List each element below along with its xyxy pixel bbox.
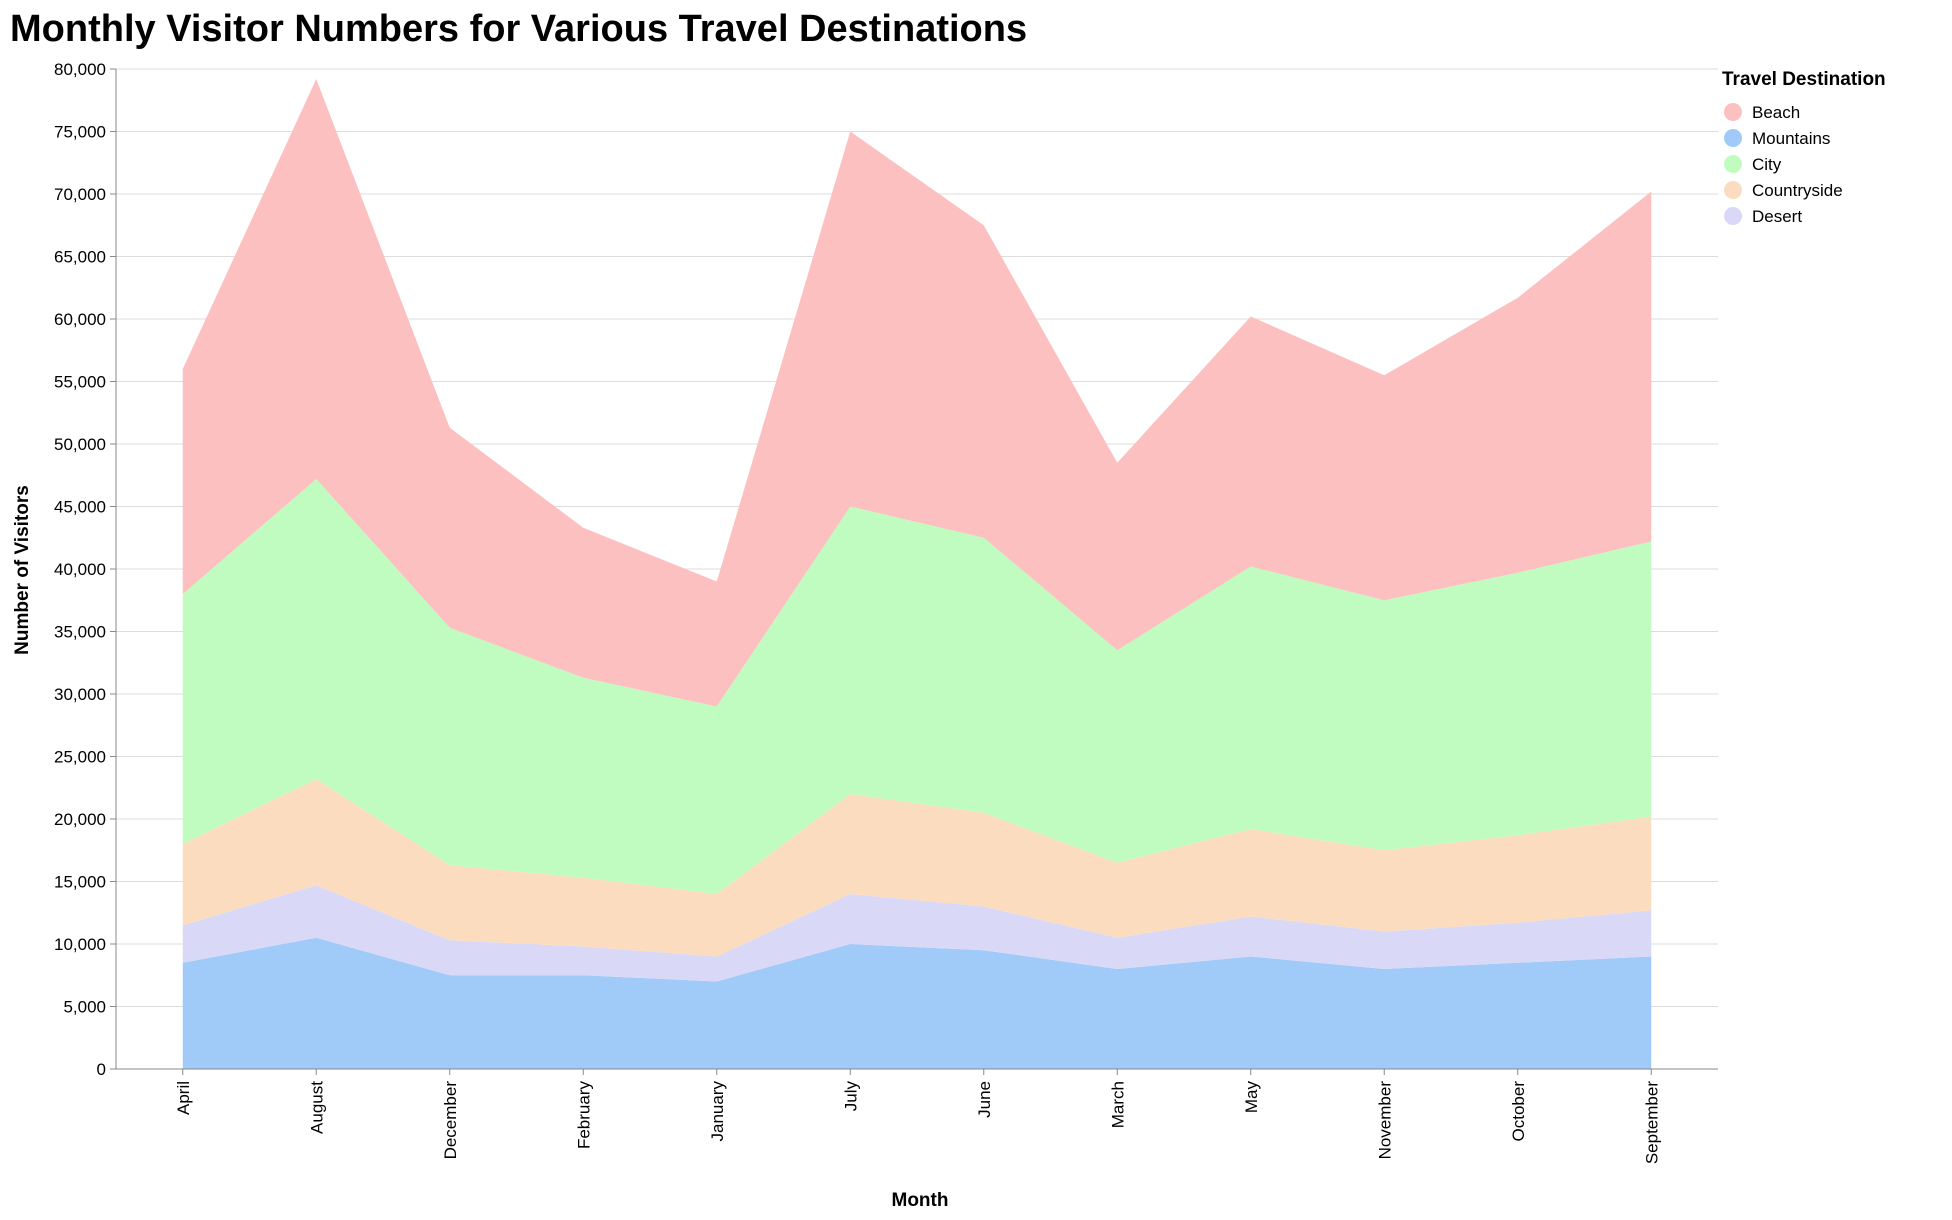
y-tick-label: 25,000 bbox=[54, 748, 106, 767]
area-beach bbox=[182, 79, 1652, 707]
y-tick-label: 35,000 bbox=[54, 623, 106, 642]
axes: 0 5,000 10,000 15,000 20,000 25,000 30,000 35,0… bbox=[54, 60, 1718, 1164]
y-tick-label: 60,000 bbox=[54, 310, 106, 329]
y-tick-label: 0 bbox=[97, 1060, 106, 1079]
y-tick-label: 5,000 bbox=[63, 998, 106, 1017]
legend-swatch-countryside bbox=[1724, 181, 1742, 199]
x-tick-label: March bbox=[1108, 1081, 1127, 1128]
legend-label-beach: Beach bbox=[1752, 103, 1800, 122]
y-axis-title: Number of Visitors bbox=[12, 485, 33, 655]
y-tick-label: 65,000 bbox=[54, 248, 106, 267]
x-tick-label: August bbox=[307, 1081, 326, 1134]
y-tick-label: 45,000 bbox=[54, 498, 106, 517]
y-tick-label: 15,000 bbox=[54, 873, 106, 892]
area-city bbox=[182, 479, 1652, 894]
area-series bbox=[182, 79, 1652, 1069]
x-tick-label: May bbox=[1242, 1081, 1261, 1114]
x-tick-label: September bbox=[1642, 1081, 1661, 1164]
x-tick-label: July bbox=[841, 1081, 860, 1112]
x-tick-label: November bbox=[1375, 1081, 1394, 1160]
legend-swatch-beach bbox=[1724, 103, 1742, 121]
y-tick-label: 20,000 bbox=[54, 810, 106, 829]
y-tick-label: 80,000 bbox=[54, 60, 106, 79]
x-tick-label: December bbox=[441, 1081, 460, 1160]
x-tick-label: June bbox=[975, 1081, 994, 1118]
x-tick-label: January bbox=[708, 1081, 727, 1142]
area-mountains bbox=[182, 937, 1652, 1069]
y-tick-label: 10,000 bbox=[54, 935, 106, 954]
legend-label-mountains: Mountains bbox=[1752, 129, 1830, 148]
area-countryside bbox=[182, 779, 1652, 957]
legend-swatch-mountains bbox=[1724, 129, 1742, 147]
y-tick-label: 50,000 bbox=[54, 435, 106, 454]
legend-label-countryside: Countryside bbox=[1752, 181, 1843, 200]
y-tick-label: 70,000 bbox=[54, 185, 106, 204]
chart-title: Monthly Visitor Numbers for Various Trav… bbox=[10, 8, 1027, 50]
x-tick-label: October bbox=[1509, 1081, 1528, 1142]
y-tick-label: 40,000 bbox=[54, 560, 106, 579]
x-axis-title: Month bbox=[892, 1190, 949, 1211]
y-tick-label: 75,000 bbox=[54, 123, 106, 142]
y-tick-label: 55,000 bbox=[54, 373, 106, 392]
area-desert bbox=[182, 885, 1652, 982]
legend-title: Travel Destination bbox=[1722, 69, 1886, 90]
legend-label-desert: Desert bbox=[1752, 207, 1802, 226]
legend: Travel Destination Beach Mountains City Cou… bbox=[1722, 69, 1886, 226]
legend-label-city: City bbox=[1752, 155, 1782, 174]
x-tick-label: April bbox=[174, 1081, 193, 1115]
y-tick-label: 30,000 bbox=[54, 685, 106, 704]
legend-swatch-desert bbox=[1724, 207, 1742, 225]
x-tick-label: February bbox=[574, 1081, 593, 1150]
legend-swatch-city bbox=[1724, 155, 1742, 173]
